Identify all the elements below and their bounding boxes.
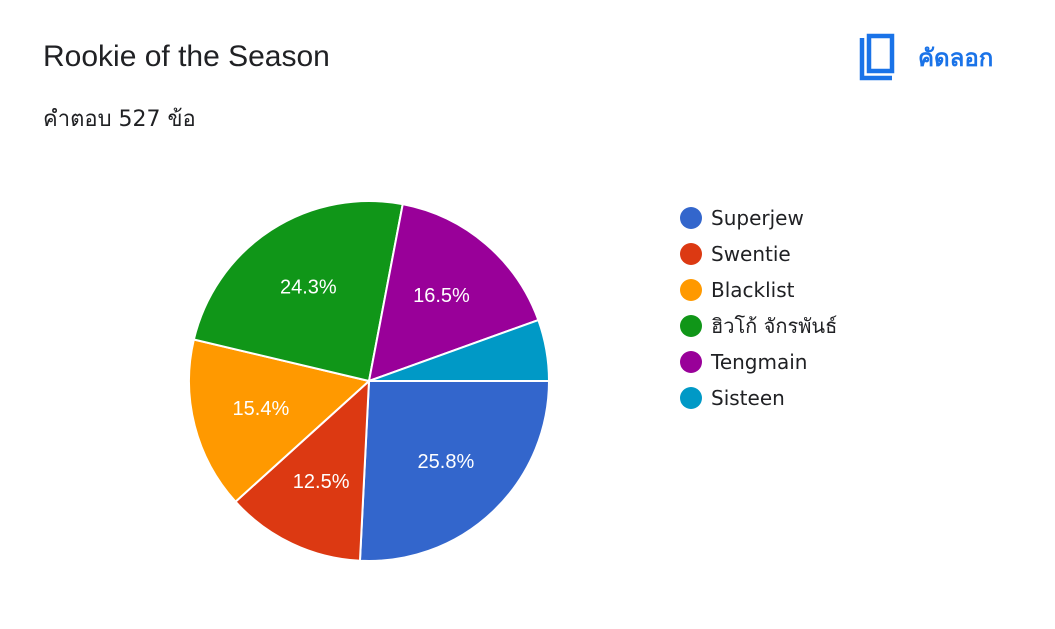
- legend-swatch: [680, 279, 702, 301]
- legend-item-5[interactable]: Sisteen: [680, 380, 837, 416]
- legend-swatch: [680, 243, 702, 265]
- legend-swatch: [680, 351, 702, 373]
- legend-swatch: [680, 207, 702, 229]
- chart-title: Rookie of the Season: [43, 40, 330, 73]
- legend-item-4[interactable]: Tengmain: [680, 344, 837, 380]
- legend-label: ฮิวโก้ จักรพันธ์: [711, 314, 838, 338]
- legend-label: Superjew: [711, 206, 804, 230]
- pie-slice-1[interactable]: [234, 378, 371, 562]
- pie-labels: 25.8% 12.5% 15.4% 24.3% 16.5%: [233, 276, 475, 492]
- legend-item-0[interactable]: Superjew: [680, 200, 837, 236]
- copy-button[interactable]: คัดลอก: [852, 30, 993, 84]
- legend-label: Tengmain: [711, 350, 808, 374]
- pie-slice-4[interactable]: [367, 203, 540, 383]
- legend-label: Sisteen: [711, 386, 785, 410]
- pie-slice-0[interactable]: [358, 380, 551, 562]
- legend-swatch: [680, 387, 702, 409]
- pie-slice-label-0: 25.8%: [418, 451, 475, 473]
- legend-item-3[interactable]: ฮิวโก้ จักรพันธ์: [680, 308, 837, 344]
- legend-swatch: [680, 315, 702, 337]
- pie-slice-label-4: 16.5%: [413, 285, 470, 307]
- legend-item-2[interactable]: Blacklist: [680, 272, 837, 308]
- pie-slice-label-2: 15.4%: [233, 398, 290, 420]
- legend-label: Swentie: [711, 242, 791, 266]
- pie-slices: [188, 200, 551, 562]
- chart-legend: Superjew Swentie Blacklist ฮิวโก้ จักรพันธ์…: [680, 200, 837, 416]
- pie-slice-3[interactable]: [192, 200, 404, 383]
- legend-item-1[interactable]: Swentie: [680, 236, 837, 272]
- copy-icon: [852, 30, 896, 84]
- copy-label: คัดลอก: [918, 43, 994, 72]
- pie-slice-label-3: 24.3%: [280, 276, 337, 298]
- pie-slice-label-1: 12.5%: [293, 471, 350, 493]
- legend-label: Blacklist: [711, 278, 795, 302]
- response-count: คำตอบ 527 ข้อ: [43, 107, 196, 132]
- pie-slice-2[interactable]: [188, 338, 372, 504]
- pie-slice-5[interactable]: [368, 318, 551, 382]
